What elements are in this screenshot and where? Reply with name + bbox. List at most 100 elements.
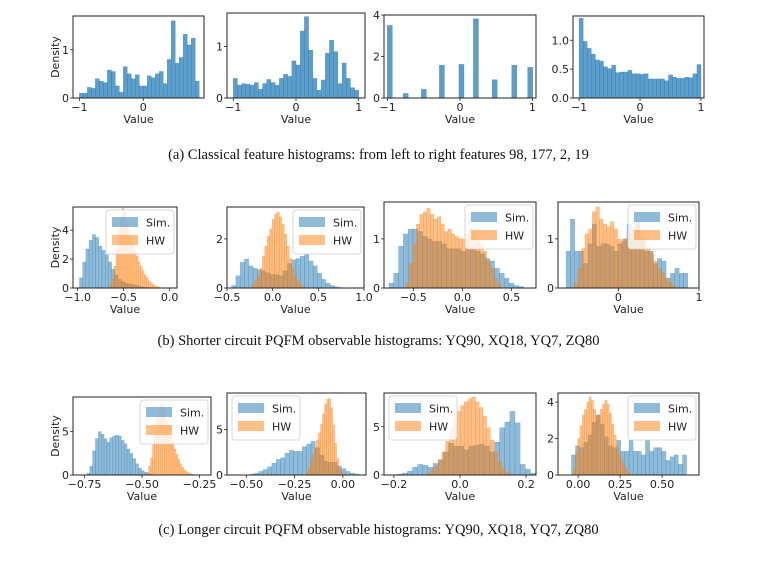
y-tick-label: 1: [216, 40, 223, 53]
bar-feature: [119, 92, 124, 98]
bar-feature: [611, 64, 616, 98]
bar-sim: [628, 440, 634, 475]
x-axis-label: Value: [445, 303, 475, 316]
x-tick-label: 1: [697, 101, 704, 114]
bar-hw: [650, 253, 655, 288]
y-tick-label: 0: [62, 92, 69, 105]
x-tick-label: −0.5: [400, 291, 427, 304]
bar-sim: [398, 246, 404, 288]
bar-hw: [486, 427, 491, 475]
caption-a: (a) Classical feature histograms: from l…: [168, 147, 589, 163]
x-axis-label: Value: [127, 490, 157, 503]
x-tick-label: 1: [696, 291, 703, 304]
bar-hw: [440, 223, 445, 288]
bar-feature: [643, 73, 649, 98]
bar-sim: [682, 454, 687, 475]
bar-feature: [233, 78, 238, 98]
bar-sim: [258, 471, 264, 475]
bar-feature: [111, 71, 116, 98]
plot-frame: [72, 15, 205, 99]
bar-sim: [570, 218, 575, 288]
x-axis-label: Value: [613, 303, 643, 316]
bar-hw: [497, 461, 502, 475]
bar-hw: [586, 401, 590, 475]
bar-hw: [575, 452, 578, 475]
x-tick-label: 0.0: [451, 478, 469, 491]
bar-hw: [475, 401, 480, 475]
bar-feature: [320, 79, 326, 98]
x-tick-label: −0.5: [214, 291, 241, 304]
bar-sim: [103, 438, 108, 475]
bar-feature: [139, 85, 144, 98]
y-tick-label: 4: [373, 9, 380, 22]
bar-sim: [674, 268, 680, 288]
bar-hw: [328, 398, 331, 475]
bar-hw: [183, 469, 186, 475]
bar-hw: [336, 458, 339, 475]
bar-sim: [645, 440, 650, 475]
x-tick-label: 0: [293, 101, 300, 114]
legend-label: HW: [272, 421, 291, 434]
bar-feature: [511, 65, 518, 98]
bar-hw: [301, 286, 305, 288]
bar-feature: [143, 85, 148, 98]
legend-swatch-sim: [395, 403, 421, 413]
bar-hw: [467, 398, 472, 475]
legend-swatch-sim: [471, 212, 497, 222]
bar-feature: [191, 37, 196, 98]
bar-hw: [615, 445, 619, 475]
bar-hw: [148, 466, 151, 475]
bar-feature: [619, 71, 624, 98]
bar-feature: [473, 18, 479, 98]
bar-feature: [155, 73, 160, 98]
bars: [578, 18, 702, 98]
bar-sim: [300, 255, 305, 288]
x-tick-label: 0.25: [608, 478, 633, 491]
bar-feature: [127, 73, 132, 98]
bar-hw: [460, 405, 465, 475]
bar-feature: [241, 83, 247, 98]
bar-hw: [171, 441, 175, 475]
chart-panel-a-4: −1 0 1 0.0 0.5 1.0 Value: [552, 15, 705, 126]
x-axis-label: Value: [110, 303, 140, 316]
legend-label: Sim.: [429, 403, 453, 416]
bar-hw: [426, 208, 431, 288]
bar-hw: [276, 211, 280, 288]
bar-hw: [308, 467, 311, 475]
bar-feature: [325, 52, 330, 98]
bars: [79, 20, 200, 98]
bar-hw: [577, 268, 582, 288]
bar-hw: [289, 258, 292, 288]
bar-sim: [79, 277, 83, 288]
bar-hw: [501, 468, 506, 475]
bar-hw: [595, 206, 600, 288]
legend-swatch-hw: [471, 230, 497, 240]
chart-panel-c-1: −0.75 −0.50 −0.25 0 5 Value Density Sim. HW: [49, 396, 216, 503]
x-axis-label: Value: [123, 113, 153, 126]
bar-hw: [175, 454, 179, 475]
bar-hw: [653, 260, 658, 288]
bar-hw: [437, 216, 442, 288]
bar-feature: [283, 74, 288, 98]
bar-hw: [581, 414, 585, 475]
plot-frame: [226, 392, 367, 476]
bar-hw: [269, 228, 273, 288]
bar-feature: [582, 41, 588, 98]
bar-hw: [264, 246, 268, 288]
x-axis-label: Value: [281, 490, 311, 503]
legend-label: Sim.: [333, 217, 357, 230]
legend-label: HW: [668, 421, 687, 434]
legend-label: HW: [505, 230, 524, 243]
legend-label: HW: [429, 421, 448, 434]
bar-sim: [267, 466, 273, 475]
bar-feature: [578, 18, 584, 98]
bars: [249, 398, 359, 475]
bar-sim: [565, 250, 571, 288]
bar-sim: [100, 434, 105, 475]
y-tick-label: 0: [216, 469, 223, 482]
legend-swatch-hw: [395, 421, 421, 431]
bar-hw: [606, 226, 611, 288]
legend-label: Sim.: [180, 407, 204, 420]
bar-feature: [167, 59, 172, 98]
bar-hw: [430, 469, 435, 475]
